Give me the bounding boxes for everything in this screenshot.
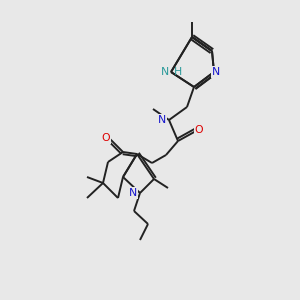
Text: H: H (174, 67, 182, 77)
Text: O: O (195, 125, 203, 135)
Text: O: O (102, 133, 110, 143)
Text: N: N (129, 188, 137, 198)
Text: N: N (161, 67, 169, 77)
Text: N: N (212, 67, 220, 77)
Text: N: N (158, 115, 166, 125)
